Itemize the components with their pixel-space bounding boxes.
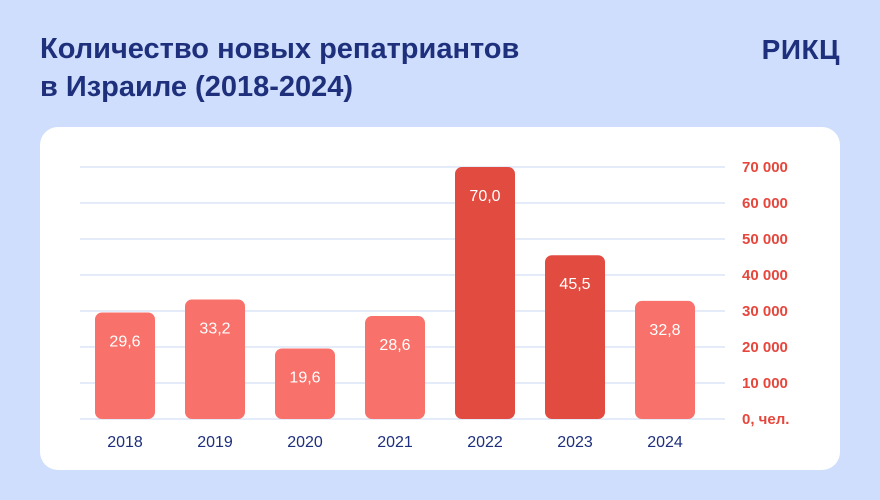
bar-value-label: 45,5	[559, 276, 590, 293]
bar-value-label: 32,8	[649, 322, 680, 339]
bar-value-label: 33,2	[199, 320, 230, 337]
bar-2023	[545, 255, 605, 419]
bar-2018	[95, 312, 155, 419]
x-tick-label: 2022	[467, 434, 503, 451]
brand-logo: РИКЦ	[761, 34, 840, 65]
chart-title-line-2: в Израиле (2018-2024)	[40, 71, 354, 103]
chart-card: 29,6 33,2 19,6 28,6 70,0 45,5 32,8 2018 2019 202…	[40, 127, 840, 470]
bar-2024	[635, 300, 695, 419]
bar-value-label: 19,6	[289, 369, 320, 386]
x-tick-label: 2024	[647, 434, 683, 451]
y-tick-label: 70 000	[742, 159, 788, 176]
y-tick-label: 60 000	[742, 195, 788, 212]
chart-title: Количество новых репатриантов в Израиле …	[40, 30, 519, 106]
x-axis-labels: 2018 2019 2020 2021 2022 2023 2024	[107, 434, 683, 451]
bar-2022	[455, 167, 515, 419]
bars	[95, 167, 695, 419]
bar-value-label: 70,0	[469, 188, 500, 205]
x-tick-label: 2023	[557, 434, 593, 451]
bar-value-label: 28,6	[379, 337, 410, 354]
y-axis-labels: 0, чел. 10 000 20 000 30 000 40 000 50 000 60 …	[742, 159, 789, 428]
y-tick-label: 20 000	[742, 339, 788, 356]
bar-value-label: 29,6	[109, 333, 140, 350]
y-tick-label: 40 000	[742, 267, 788, 284]
y-tick-label: 0, чел.	[742, 411, 789, 428]
bar-2020	[275, 348, 335, 419]
y-tick-label: 30 000	[742, 303, 788, 320]
x-tick-label: 2018	[107, 434, 143, 451]
bar-2019	[185, 299, 245, 419]
x-tick-label: 2021	[377, 434, 413, 451]
y-tick-label: 50 000	[742, 231, 788, 248]
bar-2021	[365, 316, 425, 419]
x-tick-label: 2020	[287, 434, 323, 451]
chart-title-line-1: Количество новых репатриантов	[40, 33, 520, 65]
y-tick-label: 10 000	[742, 375, 788, 392]
x-tick-label: 2019	[197, 434, 233, 451]
data-labels: 29,6 33,2 19,6 28,6 70,0 45,5 32,8	[109, 188, 680, 386]
bar-chart: 29,6 33,2 19,6 28,6 70,0 45,5 32,8 2018 2019 202…	[80, 159, 789, 451]
